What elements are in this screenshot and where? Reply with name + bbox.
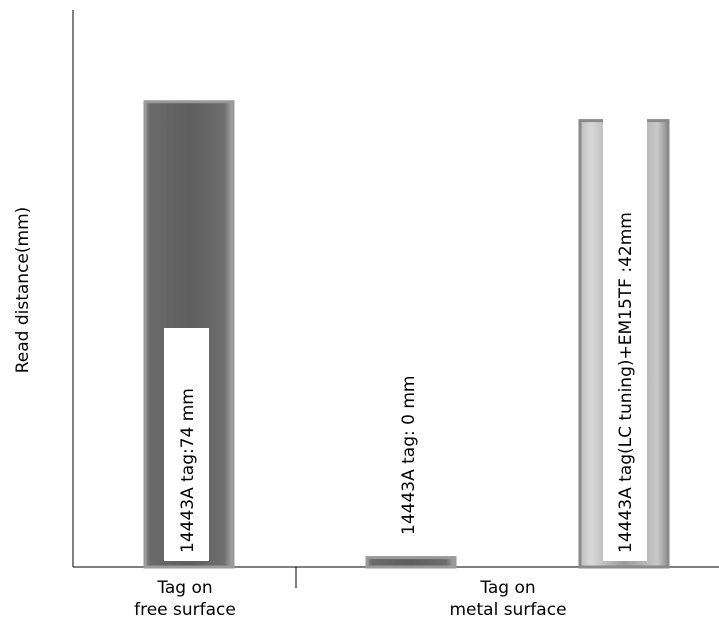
category-label-0-line-0: Tag on xyxy=(156,578,212,598)
category-label-1-line-1: metal surface xyxy=(449,600,566,620)
data-label-box-0 xyxy=(164,328,209,561)
bars: 14443A tag:74 mm 14443A tag: 0 mm 14443A t… xyxy=(143,100,670,569)
data-label-2: 14443A tag(LC tuning)+EM15TF :42mm xyxy=(616,212,636,553)
category-label-0-line-1: free surface xyxy=(134,600,236,620)
category-label-1-line-0: Tag on xyxy=(479,578,535,598)
bar-1 xyxy=(365,556,457,569)
data-label-0: 14443A tag:74 mm xyxy=(178,388,198,553)
y-axis-label: Read distance(mm) xyxy=(13,207,33,374)
data-label-box-2 xyxy=(603,117,647,561)
data-label-1: 14443A tag: 0 mm xyxy=(399,376,419,535)
